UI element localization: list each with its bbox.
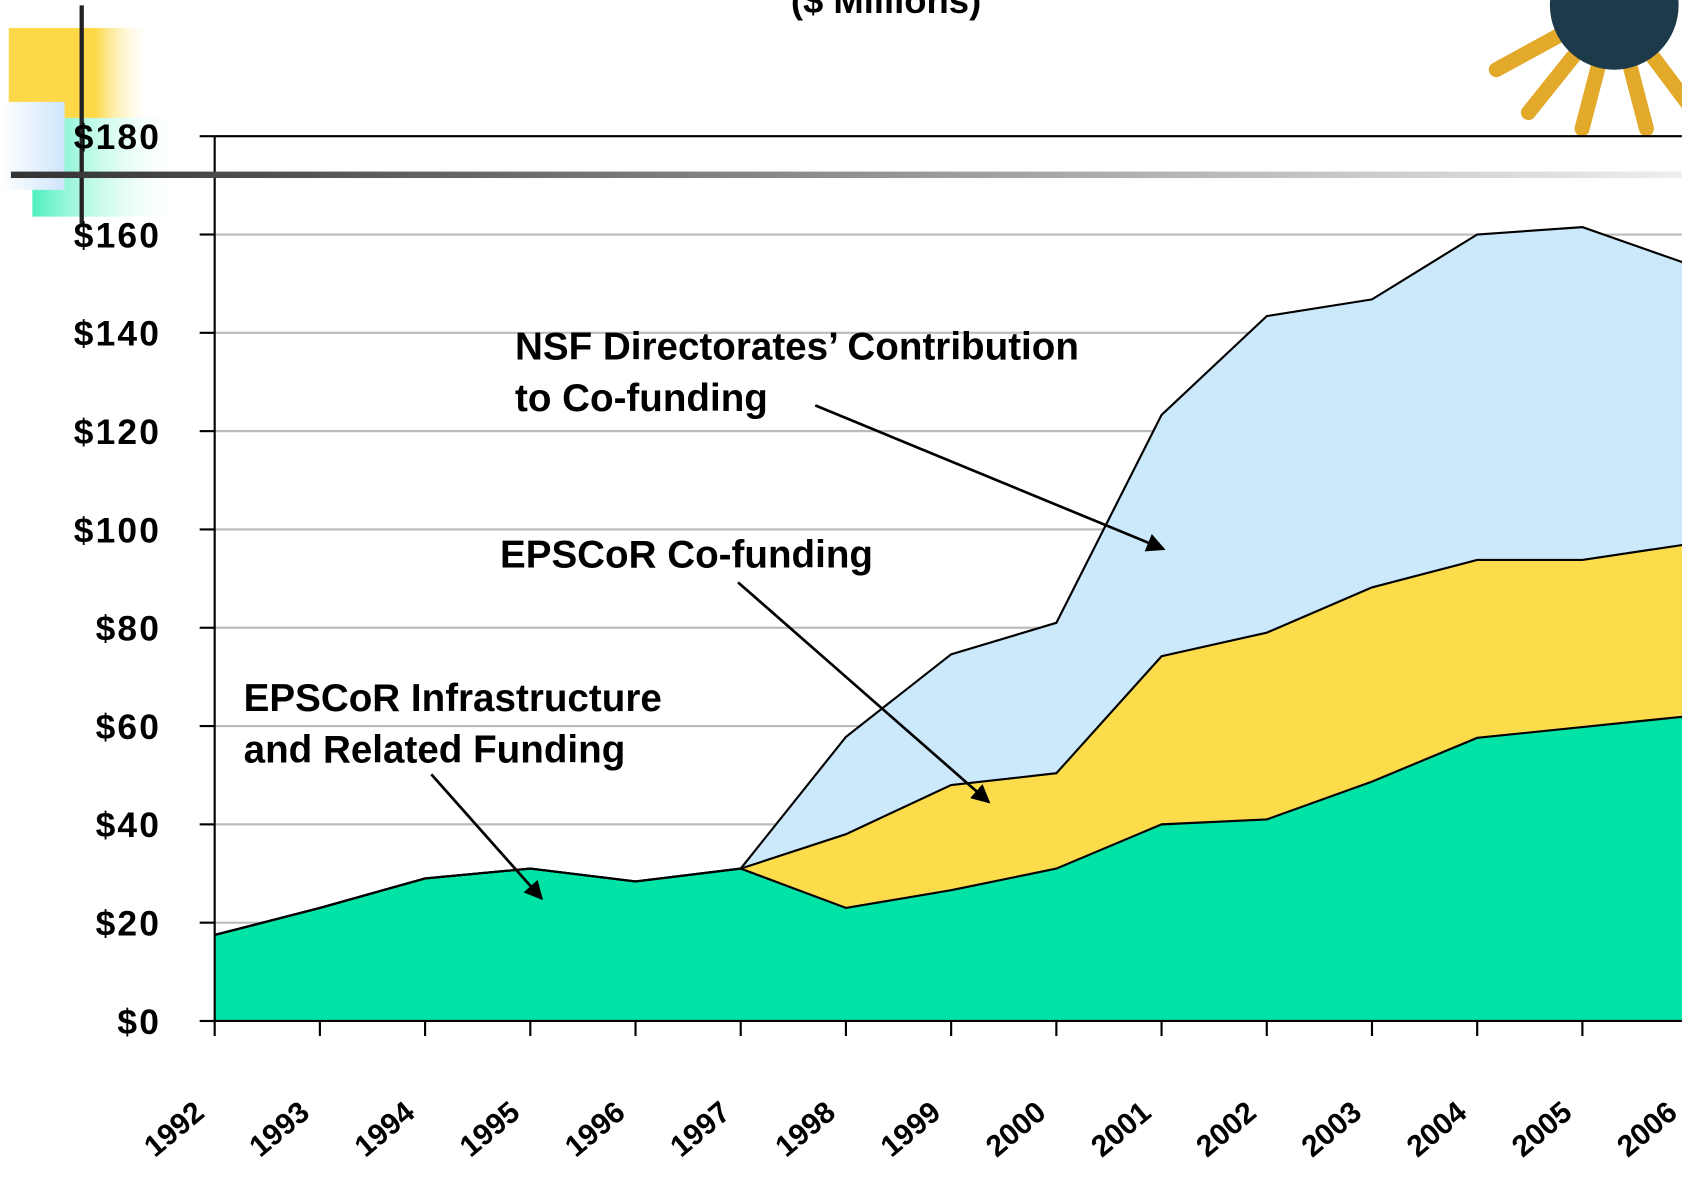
annotation: NSF Directorates’ Contribution bbox=[515, 325, 1079, 368]
area bbox=[214, 545, 1682, 935]
area bbox=[214, 227, 1682, 935]
y-tick-label: $160 bbox=[74, 216, 161, 255]
x-tick-label: 2003 bbox=[1296, 1095, 1368, 1163]
chart-title: ($ Millions) bbox=[791, 0, 981, 21]
x-tick-label: 1996 bbox=[559, 1095, 631, 1163]
x-tick-label: 1993 bbox=[243, 1095, 315, 1163]
x-tick-label: 1994 bbox=[349, 1095, 422, 1163]
x-tick-label: 1992 bbox=[138, 1095, 210, 1163]
x-tick-label: 2004 bbox=[1401, 1095, 1474, 1163]
annotation-arrow bbox=[430, 773, 544, 901]
x-tick-label: 1995 bbox=[454, 1095, 526, 1163]
x-tick-label: 2000 bbox=[980, 1095, 1052, 1163]
y-tick-label: $180 bbox=[74, 118, 161, 157]
y-tick-label: $100 bbox=[74, 511, 161, 550]
x-tick-label: 2006 bbox=[1611, 1095, 1682, 1163]
y-tick-label: $60 bbox=[96, 708, 161, 747]
x-tick-label: 1999 bbox=[875, 1095, 947, 1163]
area bbox=[214, 716, 1682, 1021]
annotation: to Co-funding bbox=[515, 377, 768, 420]
annotation-arrow bbox=[814, 404, 1166, 552]
area-outline bbox=[214, 226, 1682, 937]
x-tick-label: 1997 bbox=[664, 1095, 736, 1163]
x-tick-label: 2005 bbox=[1506, 1095, 1578, 1163]
x-tick-label: 2001 bbox=[1085, 1095, 1157, 1163]
decoration bbox=[0, 0, 1682, 226]
y-tick-label: $140 bbox=[74, 315, 161, 354]
y-tick-label: $0 bbox=[117, 1003, 161, 1042]
annotation: and Related Funding bbox=[244, 729, 626, 772]
decor-rule bbox=[10, 171, 1682, 179]
annotation-arrow bbox=[737, 581, 991, 804]
x-tick-label: 1998 bbox=[769, 1095, 841, 1163]
y-tick-label: $40 bbox=[96, 806, 161, 845]
y-tick-label: $120 bbox=[74, 413, 161, 452]
y-tick-label: $80 bbox=[96, 610, 161, 649]
annotation: EPSCoR Infrastructure bbox=[244, 677, 662, 720]
y-tick-label: $20 bbox=[96, 905, 161, 944]
annotation: EPSCoR Co-funding bbox=[500, 533, 873, 576]
x-tick-label: 2002 bbox=[1190, 1095, 1262, 1163]
